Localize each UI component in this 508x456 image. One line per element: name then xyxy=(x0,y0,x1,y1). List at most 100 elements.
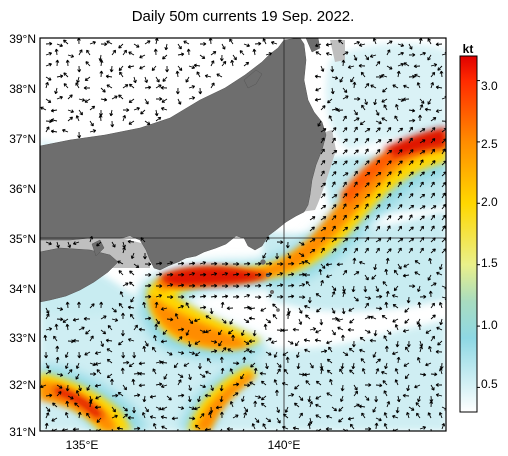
current-arrow xyxy=(430,63,438,67)
current-arrow xyxy=(106,84,113,89)
current-arrow xyxy=(265,236,270,243)
current-arrow xyxy=(265,318,272,324)
current-arrow xyxy=(188,96,196,100)
current-arrow xyxy=(153,334,157,342)
current-arrow xyxy=(177,261,185,266)
current-arrow xyxy=(353,160,359,166)
current-arrow xyxy=(441,52,446,56)
current-arrow xyxy=(243,348,250,353)
current-arrow xyxy=(188,65,196,70)
current-arrow xyxy=(96,241,102,247)
current-arrow xyxy=(133,76,137,84)
current-arrow xyxy=(295,340,300,347)
current-arrow xyxy=(402,393,410,398)
current-arrow xyxy=(287,252,292,259)
current-arrow xyxy=(232,414,239,419)
current-arrow xyxy=(353,247,359,254)
current-arrow xyxy=(341,334,345,342)
current-arrow xyxy=(110,378,114,385)
current-arrow xyxy=(194,424,201,430)
current-arrow xyxy=(405,346,410,353)
current-arrow xyxy=(199,261,207,265)
current-arrow xyxy=(342,160,348,166)
current-arrow xyxy=(397,170,402,177)
current-arrow xyxy=(430,428,432,431)
current-arrow xyxy=(75,373,80,380)
land xyxy=(40,38,327,312)
current-arrow xyxy=(210,261,218,266)
current-arrow xyxy=(188,384,192,392)
current-arrow xyxy=(416,356,421,364)
current-arrow xyxy=(293,402,300,408)
current-arrow xyxy=(273,379,278,386)
current-arrow xyxy=(435,349,443,354)
current-arrow xyxy=(287,272,295,277)
current-arrow xyxy=(43,334,48,342)
current-arrow xyxy=(419,215,425,221)
current-arrow xyxy=(407,340,411,348)
current-arrow xyxy=(427,38,432,45)
current-arrow xyxy=(111,428,114,431)
current-arrow xyxy=(392,318,399,323)
current-arrow xyxy=(419,225,425,232)
current-arrow xyxy=(340,384,345,392)
current-arrow xyxy=(121,351,126,359)
current-arrow xyxy=(72,241,80,245)
current-arrow xyxy=(430,192,435,199)
current-arrow xyxy=(219,356,224,364)
current-arrow xyxy=(265,52,273,56)
current-arrow xyxy=(309,248,316,254)
current-arrow xyxy=(439,318,444,326)
current-arrow xyxy=(45,41,53,46)
current-arrow xyxy=(342,247,347,254)
current-arrow xyxy=(375,172,382,177)
current-arrow xyxy=(45,327,53,331)
current-arrow xyxy=(320,65,325,72)
current-arrow xyxy=(364,247,369,254)
current-arrow xyxy=(408,226,414,232)
current-arrow xyxy=(142,301,147,309)
current-arrow xyxy=(408,284,416,289)
current-arrow xyxy=(320,247,325,254)
map-frame xyxy=(39,37,447,432)
current-arrow xyxy=(62,318,69,323)
current-arrow xyxy=(232,361,240,366)
current-arrow xyxy=(285,241,290,249)
current-arrow xyxy=(383,335,388,342)
current-arrow xyxy=(364,214,370,221)
current-arrow xyxy=(177,52,185,57)
current-arrow xyxy=(336,318,344,322)
current-arrow xyxy=(275,389,279,397)
current-arrow xyxy=(395,406,400,414)
current-arrow xyxy=(174,313,179,320)
current-arrow xyxy=(358,43,366,47)
current-arrow xyxy=(166,261,174,265)
current-arrow xyxy=(141,412,146,419)
current-arrow xyxy=(327,98,333,104)
current-arrow xyxy=(298,307,303,314)
current-arrow xyxy=(397,263,402,270)
current-arrow xyxy=(86,384,91,391)
current-arrow xyxy=(375,74,383,79)
current-arrow xyxy=(198,362,202,370)
current-arrow xyxy=(414,384,421,389)
current-arrow xyxy=(77,301,81,309)
current-arrow xyxy=(40,106,47,111)
current-arrow xyxy=(127,239,135,244)
current-arrow xyxy=(221,272,229,276)
current-arrow xyxy=(56,74,64,79)
current-arrow xyxy=(151,65,157,72)
current-arrow xyxy=(54,323,59,331)
current-arrow xyxy=(140,109,146,115)
current-arrow xyxy=(183,40,190,45)
current-arrow xyxy=(243,406,249,413)
current-arrow xyxy=(144,283,152,288)
current-arrow xyxy=(353,170,358,177)
map-title: Daily 50m currents 19 Sep. 2022. xyxy=(131,8,355,25)
current-arrow xyxy=(307,296,312,304)
current-arrow xyxy=(394,115,399,122)
current-arrow xyxy=(262,38,267,45)
current-arrow xyxy=(315,414,322,419)
current-arrow xyxy=(386,203,391,210)
current-arrow xyxy=(372,351,377,358)
